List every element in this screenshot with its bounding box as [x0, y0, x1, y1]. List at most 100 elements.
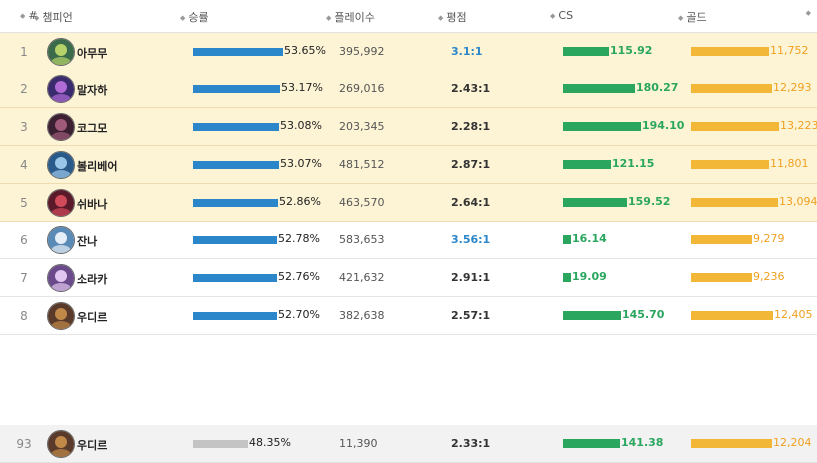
cs-value: 16.14: [572, 232, 607, 245]
gold-bar: [691, 122, 779, 131]
table-row[interactable]: 2 말자하 53.17% 269,016 2.43:1 180.27 12,293: [0, 70, 817, 108]
plays-value: 421,632: [339, 271, 385, 284]
kda-value: 2.28:1: [451, 120, 491, 133]
winrate-bar: [193, 199, 278, 207]
champion-avatar[interactable]: [47, 189, 75, 217]
header-kda[interactable]: ◆ 평점: [438, 11, 467, 24]
sort-icon: ◆: [34, 14, 40, 22]
champion-name[interactable]: 쉬바나: [77, 198, 108, 211]
rank: 3: [20, 120, 28, 134]
cs-bar: [563, 84, 635, 93]
table-row[interactable]: 93 우디르 48.35% 11,390 2.33:1 141.38 12,204: [0, 425, 817, 463]
gold-bar: [691, 311, 773, 320]
plays-value: 11,390: [339, 437, 378, 450]
table-row[interactable]: 5 쉬바나 52.86% 463,570 2.64:1 159.52 13,094: [0, 184, 817, 222]
gold-bar: [691, 84, 772, 93]
plays-value: 481,512: [339, 158, 385, 171]
kda-value: 2.91:1: [451, 271, 491, 284]
plays-value: 382,638: [339, 309, 385, 322]
sort-icon: ◆: [550, 12, 556, 20]
kda-value: 2.64:1: [451, 196, 491, 209]
kda-value: 2.57:1: [451, 309, 491, 322]
winrate-bar: [193, 48, 283, 56]
rank: 6: [20, 233, 28, 247]
sort-icon: ◆: [438, 14, 444, 22]
champion-name[interactable]: 잔나: [77, 235, 98, 248]
winrate-bar: [193, 312, 277, 320]
champion-avatar[interactable]: [47, 264, 75, 292]
header-winrate[interactable]: ◆ 승률: [180, 11, 209, 24]
winrate-bar: [193, 274, 277, 282]
plays-value: 395,992: [339, 45, 385, 58]
gold-value: 11,752: [770, 44, 809, 57]
header-gold[interactable]: ◆ 골드: [678, 11, 707, 24]
kda-value: 2.33:1: [451, 437, 491, 450]
champion-avatar[interactable]: [47, 226, 75, 254]
champion-avatar[interactable]: [47, 38, 75, 66]
gold-bar: [691, 198, 778, 207]
table-row[interactable]: 6 잔나 52.78% 583,653 3.56:1 16.14 9,279: [0, 221, 817, 259]
winrate-value: 53.65%: [284, 44, 326, 57]
rank: 4: [20, 158, 28, 172]
plays-value: 269,016: [339, 82, 385, 95]
table-row[interactable]: 3 코그모 53.08% 203,345 2.28:1 194.10 13,223: [0, 108, 817, 146]
gold-bar: [691, 235, 752, 244]
champion-avatar[interactable]: [47, 430, 75, 458]
winrate-bar: [193, 123, 279, 131]
header-plays[interactable]: ◆ 플레이수: [326, 11, 375, 24]
gold-bar: [691, 160, 769, 169]
kda-value: 2.87:1: [451, 158, 491, 171]
winrate-bar: [193, 440, 248, 448]
winrate-value: 53.17%: [281, 81, 323, 94]
champion-name[interactable]: 아무무: [77, 47, 108, 60]
kda-value: 3.1:1: [451, 45, 483, 58]
header-cs[interactable]: ◆ CS: [550, 9, 574, 22]
rank: 1: [20, 45, 28, 59]
table-row[interactable]: 8 우디르 52.70% 382,638 2.57:1 145.70 12,405: [0, 297, 817, 335]
champion-avatar[interactable]: [47, 113, 75, 141]
sort-icon: ◆: [678, 14, 684, 22]
cs-value: 121.15: [612, 157, 655, 170]
table-row[interactable]: 1 아무무 53.65% 395,992 3.1:1 115.92 11,752: [0, 33, 817, 71]
cs-bar: [563, 273, 571, 282]
sort-icon: ◆: [180, 14, 186, 22]
kda-value: 2.43:1: [451, 82, 491, 95]
cs-value: 159.52: [628, 195, 671, 208]
table-row[interactable]: 4 볼리베어 53.07% 481,512 2.87:1 121.15 11,801: [0, 146, 817, 184]
cs-bar: [563, 439, 620, 448]
gold-bar: [691, 273, 752, 282]
winrate-value: 52.78%: [278, 232, 320, 245]
champion-avatar[interactable]: [47, 151, 75, 179]
header-rank[interactable]: ◆ #: [20, 9, 38, 22]
winrate-value: 52.70%: [278, 308, 320, 321]
cs-bar: [563, 235, 571, 244]
champion-avatar[interactable]: [47, 75, 75, 103]
cs-value: 115.92: [610, 44, 653, 57]
header-champion[interactable]: ◆ 챔피언: [34, 11, 73, 24]
cs-value: 180.27: [636, 81, 679, 94]
champion-name[interactable]: 코그모: [77, 122, 108, 135]
gold-value: 9,279: [753, 232, 785, 245]
gold-bar: [691, 439, 772, 448]
champion-name[interactable]: 우디르: [77, 439, 108, 452]
table-row[interactable]: 7 소라카 52.76% 421,632 2.91:1 19.09 9,236: [0, 259, 817, 297]
champion-name[interactable]: 우디르: [77, 311, 108, 324]
rank: 93: [16, 437, 32, 451]
rank: 2: [20, 82, 28, 96]
cs-bar: [563, 122, 641, 131]
cs-value: 141.38: [621, 436, 664, 449]
champion-name[interactable]: 소라카: [77, 273, 108, 286]
rank: 5: [20, 196, 28, 210]
rank: 7: [20, 271, 28, 285]
gold-bar: [691, 47, 769, 56]
champion-avatar[interactable]: [47, 302, 75, 330]
champion-name[interactable]: 볼리베어: [77, 160, 118, 173]
winrate-bar: [193, 161, 279, 169]
cs-bar: [563, 311, 621, 320]
sort-icon[interactable]: ◆: [805, 9, 811, 17]
sort-icon: ◆: [326, 14, 332, 22]
rank: 8: [20, 309, 28, 323]
champion-name[interactable]: 말자하: [77, 84, 108, 97]
plays-value: 583,653: [339, 233, 385, 246]
winrate-bar: [193, 85, 280, 93]
